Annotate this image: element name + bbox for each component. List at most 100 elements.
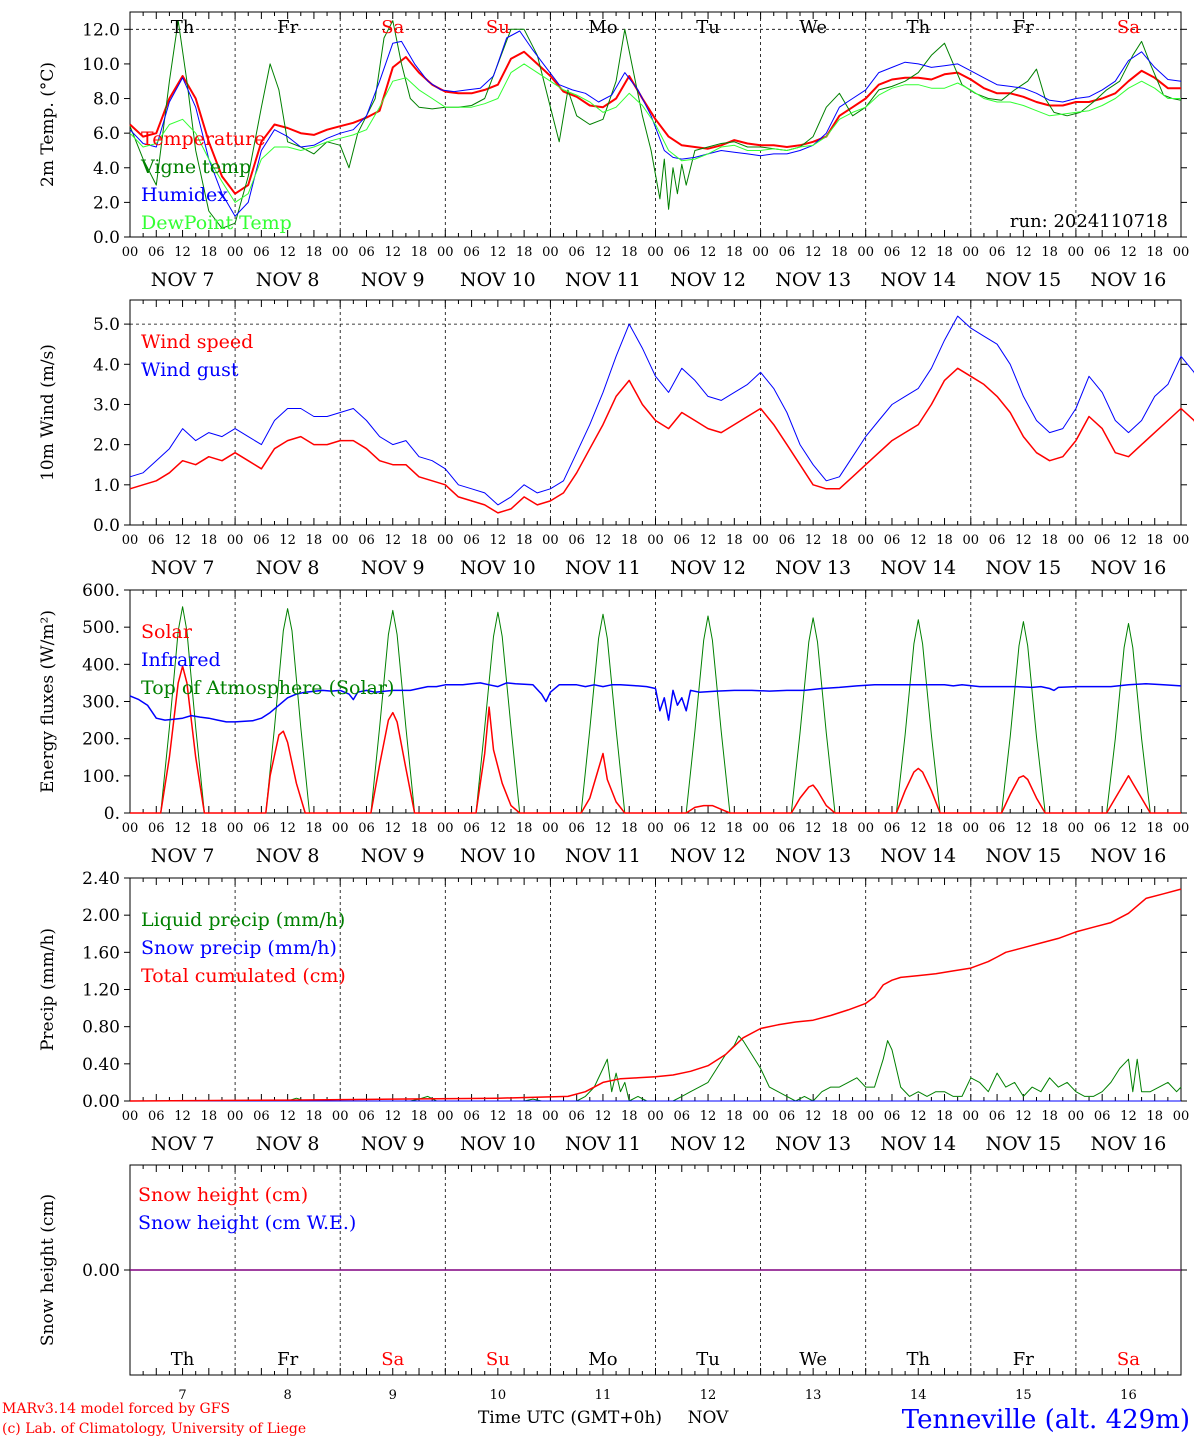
y-tick-label: 2.0 <box>93 436 120 456</box>
hour-tick-label: 12 <box>910 533 927 548</box>
hour-tick-label: 18 <box>1146 245 1163 260</box>
y-tick-label: 4.0 <box>93 159 120 179</box>
date-label: NOV 14 <box>880 557 956 579</box>
hour-tick-label: 18 <box>306 533 323 548</box>
hour-tick-label: 06 <box>253 533 270 548</box>
hour-tick-label: 06 <box>568 245 585 260</box>
weekday-label-bottom: Sa <box>1117 1349 1140 1370</box>
hour-tick-label: 00 <box>437 533 454 548</box>
hour-tick-label: 18 <box>726 533 743 548</box>
date-label: NOV 9 <box>361 1133 425 1155</box>
hour-tick-label: 06 <box>148 1109 165 1124</box>
hour-tick-label: 06 <box>674 533 691 548</box>
hour-tick-label: 00 <box>332 245 349 260</box>
legend-entry: Snow precip (mm/h) <box>141 937 337 959</box>
footer: MARv3.14 model forced by GFS (c) Lab. of… <box>2 1401 1190 1437</box>
hour-tick-label: 00 <box>752 1109 769 1124</box>
hour-tick-label: 18 <box>621 1109 638 1124</box>
hour-tick-label: 00 <box>332 1109 349 1124</box>
date-label: NOV 13 <box>775 845 851 867</box>
series-line <box>129 315 1194 506</box>
hour-tick-label: 18 <box>411 1109 428 1124</box>
legend-entry: DewPoint Temp <box>141 212 292 234</box>
chart-panel-3: 0. 100. 200. 300. 400. 500. 600. Energy fluxes … <box>38 581 1189 867</box>
y-tick-label: 2.00 <box>82 906 120 926</box>
date-label: NOV 12 <box>670 1133 746 1155</box>
y-tick-label: 4.0 <box>93 355 120 375</box>
date-label: NOV 11 <box>565 1133 641 1155</box>
day-number-label: 10 <box>490 1388 507 1403</box>
x-axis-title: Time UTC (GMT+0h) <box>478 1408 662 1428</box>
day-number-label: 13 <box>805 1388 822 1403</box>
hour-tick-label: 18 <box>201 245 218 260</box>
hour-tick-label: 06 <box>253 821 270 836</box>
y-tick-label: 100. <box>82 767 120 787</box>
date-label: NOV 15 <box>985 557 1061 579</box>
series-line <box>129 20 1182 229</box>
hour-tick-label: 00 <box>437 1109 454 1124</box>
hour-tick-label: 18 <box>516 245 533 260</box>
y-tick-label: 2.0 <box>93 193 120 213</box>
hour-tick-label: 12 <box>384 821 401 836</box>
day-number-label: 16 <box>1120 1388 1137 1403</box>
hour-tick-label: 06 <box>148 821 165 836</box>
date-label: NOV 16 <box>1091 557 1167 579</box>
y-tick-label: 1.0 <box>93 476 120 496</box>
date-label: NOV 15 <box>985 1133 1061 1155</box>
hour-tick-label: 18 <box>621 533 638 548</box>
hour-tick-label: 06 <box>463 533 480 548</box>
hour-tick-label: 18 <box>936 245 953 260</box>
hour-tick-label: 06 <box>1094 821 1111 836</box>
legend-entry: Wind speed <box>141 331 253 353</box>
date-label: NOV 7 <box>151 845 215 867</box>
weekday-label-top: Tu <box>696 17 720 38</box>
hour-tick-label: 00 <box>227 533 244 548</box>
hour-tick-label: 00 <box>857 533 874 548</box>
date-label: NOV 15 <box>985 845 1061 867</box>
hour-tick-label: 06 <box>253 245 270 260</box>
hour-tick-label: 18 <box>306 821 323 836</box>
hour-tick-label: 00 <box>1068 1109 1085 1124</box>
date-label: NOV 7 <box>151 557 215 579</box>
y-tick-label: 5.0 <box>93 315 120 335</box>
weekday-label-top: Th <box>906 17 930 38</box>
date-label: NOV 11 <box>565 845 641 867</box>
weekday-label-top: Mo <box>588 17 617 38</box>
hour-tick-label: 18 <box>726 821 743 836</box>
y-tick-label: 8.0 <box>93 90 120 110</box>
hour-tick-label: 12 <box>910 245 927 260</box>
hour-tick-label: 06 <box>779 245 796 260</box>
hour-tick-label: 18 <box>936 1109 953 1124</box>
hour-tick-label: 00 <box>332 533 349 548</box>
hour-tick-label: 06 <box>989 533 1006 548</box>
hour-tick-label: 00 <box>227 1109 244 1124</box>
weekday-label-top: Sa <box>1117 17 1140 38</box>
hour-tick-label: 06 <box>674 1109 691 1124</box>
hour-tick-label: 06 <box>884 245 901 260</box>
y-tick-label: 2.40 <box>82 869 120 889</box>
hour-tick-label: 18 <box>411 533 428 548</box>
weekday-label-top: Fr <box>277 17 298 38</box>
y-tick-label: 0.00 <box>82 1261 120 1281</box>
hour-tick-label: 12 <box>384 245 401 260</box>
hour-tick-label: 06 <box>1094 245 1111 260</box>
hour-tick-label: 12 <box>1015 533 1032 548</box>
hour-tick-label: 00 <box>1068 821 1085 836</box>
hour-tick-label: 06 <box>463 821 480 836</box>
hour-tick-label: 18 <box>936 533 953 548</box>
hour-tick-label: 12 <box>595 821 612 836</box>
hour-tick-label: 00 <box>647 533 664 548</box>
hour-tick-label: 12 <box>174 821 191 836</box>
hour-tick-label: 18 <box>726 245 743 260</box>
hour-tick-label: 00 <box>857 245 874 260</box>
hour-tick-label: 00 <box>647 1109 664 1124</box>
hour-tick-label: 12 <box>910 1109 927 1124</box>
y-tick-label: 6.0 <box>93 124 120 144</box>
hour-tick-label: 18 <box>201 821 218 836</box>
y-tick-label: 300. <box>82 693 120 713</box>
hour-tick-label: 18 <box>516 821 533 836</box>
y-tick-label: 12.0 <box>82 20 120 40</box>
date-label: NOV 8 <box>256 1133 320 1155</box>
series-line <box>129 63 1181 203</box>
weekday-label-top: We <box>799 17 827 38</box>
